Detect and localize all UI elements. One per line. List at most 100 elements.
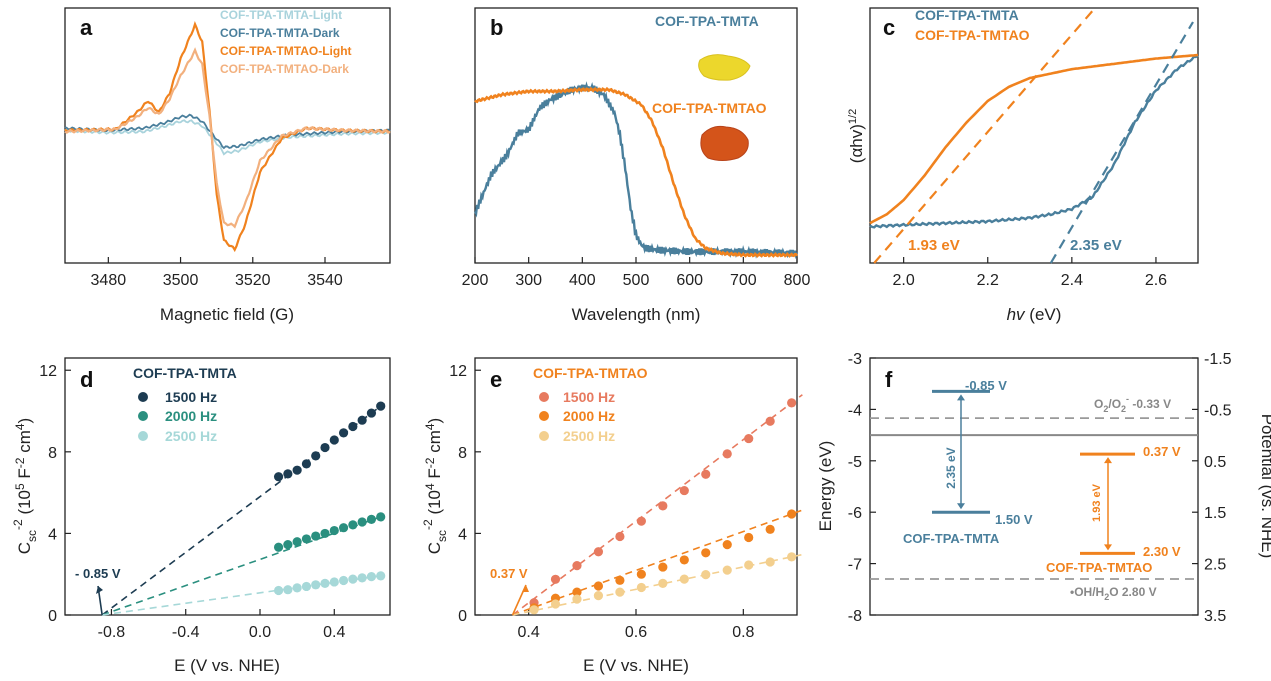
- data-point: [348, 421, 358, 432]
- panel-d-plot: [96, 401, 386, 616]
- tmta-vb-label: 1.50 V: [995, 512, 1033, 527]
- panel-e-xtick-label: 0.6: [625, 624, 647, 641]
- gap-label-tmta: 2.35 eV: [1070, 237, 1122, 254]
- panel-a-xtick-label: 3520: [235, 272, 271, 289]
- legend-e-1500: 1500 Hz: [563, 389, 615, 405]
- data-point: [636, 516, 646, 526]
- data-point: [787, 509, 797, 519]
- tmtao-name-label: COF-TPA-TMTAO: [1046, 560, 1152, 575]
- data-point: [292, 465, 302, 475]
- tauc-line-tmta: [869, 54, 1199, 229]
- data-point: [376, 571, 386, 581]
- panel-e-ytick-label: 12: [449, 363, 467, 380]
- panel-a-xtick-label: 3540: [307, 272, 343, 289]
- label-tmta: COF-TPA-TMTA: [655, 13, 759, 29]
- data-point: [311, 580, 321, 590]
- data-point: [550, 599, 561, 609]
- data-point: [593, 547, 604, 557]
- data-point: [283, 585, 293, 595]
- panel-c-ticks: 2.0 2.2 2.4 2.6: [893, 257, 1167, 289]
- panel-a-lines: [64, 21, 391, 253]
- panel-c-xlabel: hv (eV): [1007, 305, 1062, 324]
- panel-f-ylabel-left: Energy (eV): [816, 441, 835, 532]
- data-point: [636, 582, 646, 593]
- abs-line-tmtao: [474, 86, 799, 258]
- panel-f-ytick-left-label: -4: [848, 402, 862, 419]
- data-point: [320, 528, 330, 539]
- data-point: [292, 537, 302, 547]
- data-point: [658, 578, 668, 588]
- data-point: [529, 605, 539, 615]
- panel-a-xtick-label: 3500: [163, 272, 199, 289]
- panel-f-ytick-left-label: -5: [848, 454, 862, 471]
- tmta-name-label: COF-TPA-TMTA: [903, 531, 1000, 546]
- panel-c-lines: [869, 7, 1199, 264]
- data-point: [658, 501, 668, 511]
- panel-b-xtick-label: 200: [462, 272, 489, 289]
- legend-e-2500-marker: [539, 431, 549, 441]
- panel-e-ylabel: Csc-2 (104 F-2 cm4): [421, 418, 449, 554]
- fit-line-1: [512, 394, 803, 616]
- legend-c-tmtao: COF-TPA-TMTAO: [915, 27, 1030, 43]
- panel-f-ytick-right-label: 2.5: [1204, 557, 1226, 574]
- data-point: [615, 587, 625, 597]
- panel-f-plot: [870, 389, 1198, 580]
- panel-b-xtick-label: 400: [569, 272, 596, 289]
- panel-c: 2.0 2.2 2.4 2.6 c COF-TPA-TMTA COF-TPA-TMTA…: [847, 7, 1199, 324]
- data-point: [366, 572, 377, 582]
- legend-d-2000: 2000 Hz: [165, 408, 217, 424]
- data-point: [722, 449, 732, 459]
- panel-a-ticks: 3480 3500 3520 3540: [91, 257, 343, 289]
- data-point: [636, 569, 646, 579]
- legend-tmtao-light: COF-TPA-TMTAO-Light: [220, 44, 352, 58]
- panel-b: 200 300 400 500 600 700 800 b COF-TPA-TMTA COF…: [462, 7, 810, 324]
- panel-c-xtick-label: 2.4: [1061, 272, 1083, 289]
- data-point: [348, 520, 358, 530]
- data-point: [338, 575, 349, 586]
- panel-a-letter: a: [80, 15, 93, 40]
- panel-d-frame: [64, 357, 391, 616]
- panel-e: 0.4 0.6 0.8 0 4 8 12 e COF-TPA-TMTAO 1500 Hz 2…: [421, 357, 803, 675]
- data-point: [744, 532, 754, 543]
- panel-d-xlabel: E (V vs. NHE): [174, 656, 280, 675]
- data-point: [787, 398, 797, 408]
- tmtao-cb-label: 0.37 V: [1143, 444, 1181, 459]
- orange-powder-image: [700, 125, 749, 161]
- data-point: [701, 548, 711, 558]
- panel-e-plot: [511, 394, 803, 616]
- panel-e-letter: e: [490, 367, 502, 392]
- data-point: [301, 534, 312, 544]
- panel-b-xtick-label: 600: [676, 272, 703, 289]
- panel-d-xtick-label: 0.4: [323, 624, 345, 641]
- tmtao-gap-label: 1.93 eV: [1091, 483, 1103, 522]
- data-point: [366, 514, 377, 524]
- legend-tmta-dark: COF-TPA-TMTA-Dark: [220, 26, 340, 40]
- label-tmtao: COF-TPA-TMTAO: [652, 100, 767, 116]
- data-point: [376, 512, 386, 522]
- tmta-gap-label: 2.35 eV: [944, 447, 958, 488]
- data-point: [338, 523, 349, 533]
- data-point: [722, 565, 732, 575]
- data-point: [765, 524, 775, 534]
- panel-a-frame: [64, 7, 391, 264]
- fit-line-3: [512, 553, 803, 616]
- tangent-tmta: [1049, 21, 1194, 264]
- panel-c-xtick-label: 2.6: [1145, 272, 1167, 289]
- panel-a-xlabel: Magnetic field (G): [160, 305, 294, 324]
- data-point: [572, 587, 582, 597]
- gap-label-tmtao: 1.93 eV: [908, 237, 960, 254]
- panel-f-ytick-right-label: 1.5: [1204, 505, 1226, 522]
- panel-f-ytick-left-label: -7: [848, 557, 862, 574]
- data-point: [329, 525, 339, 536]
- data-point: [311, 531, 321, 541]
- panel-e-xlabel: E (V vs. NHE): [583, 656, 689, 675]
- panel-d-ytick-label: 8: [48, 445, 57, 462]
- tmta-cb-label: -0.85 V: [965, 378, 1007, 393]
- data-point: [273, 585, 284, 596]
- data-point: [357, 517, 367, 527]
- data-point: [283, 469, 293, 479]
- data-point: [765, 557, 775, 567]
- data-point: [320, 578, 330, 588]
- panel-c-xtick-label: 2.2: [977, 272, 999, 289]
- data-point: [311, 451, 321, 461]
